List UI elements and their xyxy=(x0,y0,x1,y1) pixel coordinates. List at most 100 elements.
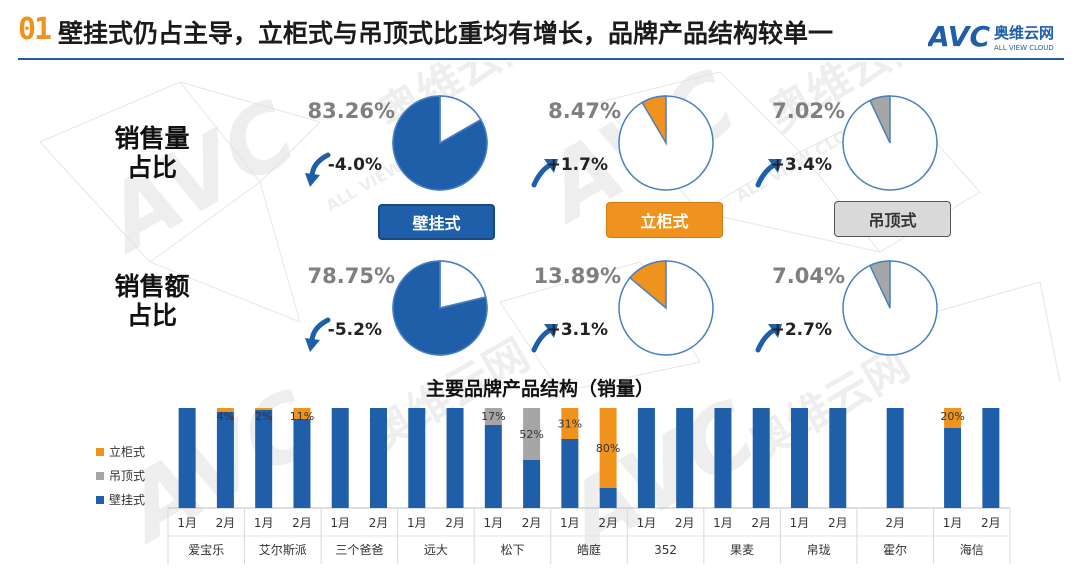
pie-change-label: -4.0% xyxy=(327,155,382,175)
bar-stand xyxy=(255,408,273,410)
bar-stand xyxy=(561,408,579,439)
bar-stand xyxy=(599,408,617,488)
bar-wall xyxy=(791,408,808,508)
bar-chart-title: 主要品牌产品结构（销量） xyxy=(425,378,654,400)
brand-tick-label: 帛珑 xyxy=(807,543,831,557)
month-tick-label: 2月 xyxy=(981,516,1001,530)
arrow-down-icon xyxy=(305,152,331,187)
legend-label: 吊顶式 xyxy=(109,469,145,483)
pie-rest xyxy=(439,95,482,145)
pie-change-label: -5.2% xyxy=(327,320,382,340)
pie-slice xyxy=(641,95,667,146)
month-tick-label: 2月 xyxy=(445,516,465,530)
month-tick-label: 1月 xyxy=(407,516,427,530)
brand-tick-label: 皓庭 xyxy=(577,542,601,557)
pie-0-1 xyxy=(618,95,714,191)
header-divider xyxy=(18,58,1064,60)
legend-swatch xyxy=(96,472,104,480)
month-tick-label: 2月 xyxy=(216,516,236,530)
pie-charts xyxy=(305,95,938,356)
bar-data-label: 2% xyxy=(255,410,272,423)
month-tick-label: 2月 xyxy=(598,516,618,530)
month-tick-label: 1月 xyxy=(254,516,274,530)
pie-share-label: 7.04% xyxy=(772,264,845,288)
month-tick-label: 2月 xyxy=(675,516,695,530)
bar-wall xyxy=(255,410,273,508)
bar-data-label: 17% xyxy=(481,410,505,423)
logo-text: AVC xyxy=(928,20,990,53)
bar-data-label: 52% xyxy=(519,428,543,441)
bar-wall xyxy=(676,408,694,508)
month-tick-label: 2月 xyxy=(828,516,848,530)
month-tick-label: 1月 xyxy=(713,516,733,530)
bar-stand xyxy=(293,408,311,419)
volume-share-label: 销售量 占比 xyxy=(114,124,190,182)
bar-wall xyxy=(178,408,196,508)
bar-ceiling xyxy=(523,408,541,460)
bar-wall xyxy=(408,408,426,508)
bar-stand xyxy=(216,408,234,412)
pie-share-label: 83.26% xyxy=(307,99,395,123)
bar-group: 1月 2月 352 xyxy=(637,408,695,557)
bar-wall xyxy=(829,408,847,508)
bar-data-label: 31% xyxy=(558,418,582,431)
legend-label: 立柜式 xyxy=(109,444,145,459)
month-tick-label: 2月 xyxy=(885,516,905,530)
month-tick-label: 2月 xyxy=(751,516,771,530)
pie-share-label: 8.47% xyxy=(548,99,621,123)
bar-wall xyxy=(523,460,541,508)
bar-data-label: 4% xyxy=(217,410,234,423)
page-title: 壁挂式仍占主导，立柜式与吊顶式比重均有增长，品牌产品结构较单一 xyxy=(58,19,834,48)
bar-wall xyxy=(886,408,904,508)
bar-wall xyxy=(446,408,464,508)
bar-wall xyxy=(637,408,655,508)
bar-wall xyxy=(370,408,387,508)
pie-change-label: +3.4% xyxy=(770,155,832,175)
category-button-wall[interactable]: 壁挂式 xyxy=(378,204,495,240)
bar-stand xyxy=(944,408,962,428)
bar-data-label: 20% xyxy=(940,410,964,423)
pie-slice xyxy=(868,260,891,309)
avc-logo: AVC 奥维云网 ALL VIEW CLOUD xyxy=(928,20,1054,53)
month-tick-label: 1月 xyxy=(483,516,503,530)
brand-tick-label: 果麦 xyxy=(730,543,754,557)
category-button-stand[interactable]: 立柜式 xyxy=(606,202,723,238)
pie-1-2 xyxy=(842,260,938,356)
month-tick-label: 1月 xyxy=(943,516,963,530)
month-tick-label: 2月 xyxy=(369,516,389,530)
month-tick-label: 2月 xyxy=(292,516,312,530)
bar-wall xyxy=(944,428,962,508)
legend-label: 壁挂式 xyxy=(109,492,145,507)
pie-1-1 xyxy=(618,260,714,356)
category-button-ceiling[interactable]: 吊顶式 xyxy=(834,201,951,237)
month-tick-label: 1月 xyxy=(560,516,580,530)
month-tick-label: 1月 xyxy=(790,516,810,530)
brand-tick-label: 352 xyxy=(654,543,677,557)
bar-data-label: 80% xyxy=(596,442,620,455)
bar-wall xyxy=(293,419,311,508)
amount-share-label: 销售额 占比 xyxy=(114,272,190,330)
bar-ceiling xyxy=(484,408,502,425)
bar-wall xyxy=(484,425,502,508)
arrow-up-icon xyxy=(755,159,782,188)
pie-share-label: 78.75% xyxy=(307,264,395,288)
pie-slice xyxy=(628,260,667,310)
bar-wall xyxy=(599,488,617,508)
brand-tick-label: 艾尔斯派 xyxy=(259,542,307,557)
pie-change-label: +1.7% xyxy=(546,155,608,175)
section-number: 01 xyxy=(18,12,52,47)
arrow-down-icon xyxy=(305,317,331,352)
pie-slice xyxy=(868,95,891,144)
month-tick-label: 2月 xyxy=(522,516,542,530)
